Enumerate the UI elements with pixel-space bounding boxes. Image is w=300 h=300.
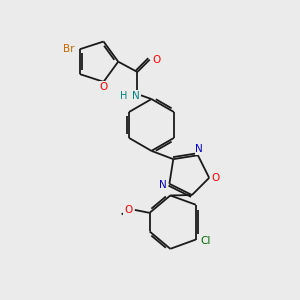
Text: H: H (120, 91, 128, 100)
Text: O: O (212, 173, 220, 183)
Text: O: O (99, 82, 108, 92)
Text: N: N (159, 180, 167, 190)
Text: N: N (196, 144, 203, 154)
Text: Br: Br (63, 44, 74, 54)
Text: O: O (124, 205, 133, 215)
Text: Cl: Cl (200, 236, 210, 246)
Text: N: N (132, 91, 140, 100)
Text: O: O (152, 55, 160, 64)
